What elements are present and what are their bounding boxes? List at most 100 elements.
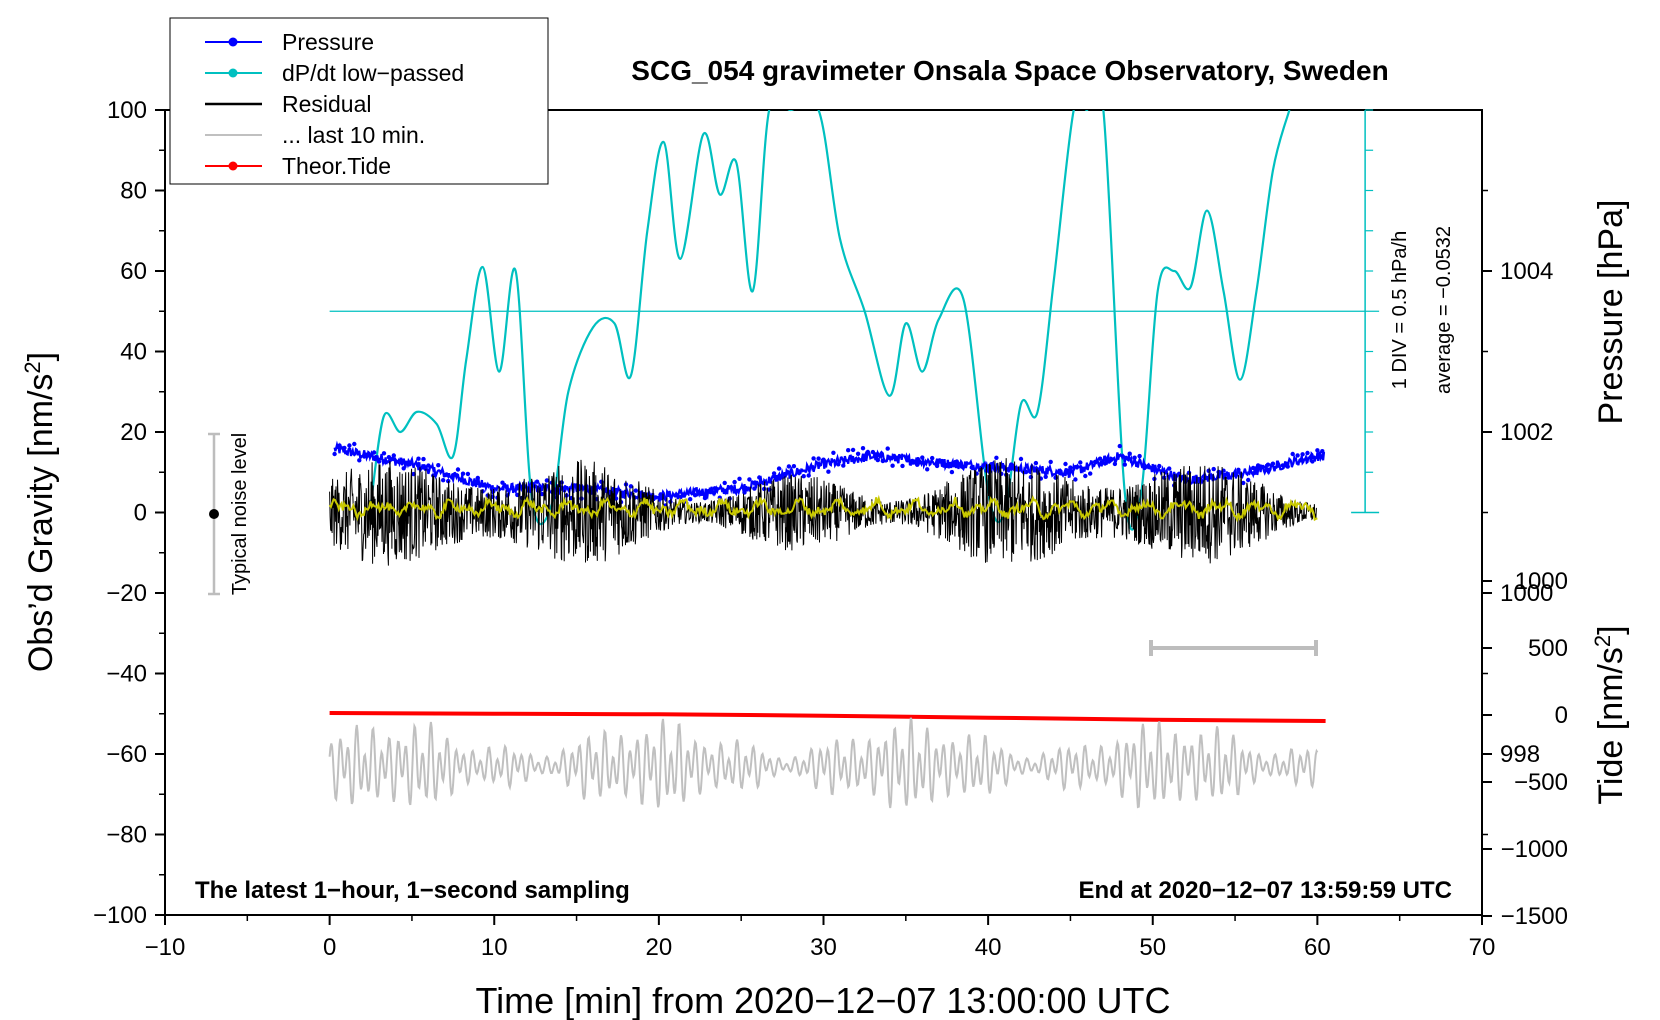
pressure-point <box>1157 463 1162 469</box>
x-tick-label: 20 <box>646 934 673 961</box>
bottom-left-text: The latest 1−hour, 1−second sampling <box>195 877 630 904</box>
pressure-point <box>1117 443 1123 449</box>
y-tick-label: 80 <box>120 178 147 205</box>
bottom-right-text: End at 2020−12−07 13:59:59 UTC <box>1078 877 1452 904</box>
pressure-point <box>905 458 910 463</box>
x-tick-label: 60 <box>1304 934 1331 961</box>
pressure-point <box>1078 460 1083 465</box>
pressure-point <box>1053 475 1058 480</box>
pressure-point <box>959 464 964 469</box>
pressure-point <box>1063 461 1068 467</box>
pressure-point <box>1142 465 1147 471</box>
pressure-point <box>1043 474 1048 479</box>
pressure-point <box>925 467 930 472</box>
x-tick-label: 10 <box>481 934 508 961</box>
pressure-point <box>1280 463 1286 468</box>
tide-tick-label: −500 <box>1514 769 1568 796</box>
pressure-point <box>944 462 950 468</box>
pressure-point <box>702 495 708 501</box>
pressure-point <box>460 471 466 476</box>
pressure-point <box>1147 465 1152 470</box>
x-tick-label: 40 <box>975 934 1002 961</box>
dpdt-scale-axis <box>329 109 1380 514</box>
legend-label: Theor.Tide <box>282 153 391 179</box>
pressure-point <box>875 457 880 463</box>
pressure-point <box>930 455 935 461</box>
y-tick-label: 100 <box>107 97 147 124</box>
pressure-point <box>500 480 505 485</box>
pressure-point <box>633 488 638 493</box>
x-axis-ticks: −10 0 10 20 30 40 50 60 70 <box>145 915 1495 961</box>
legend-label: ... last 10 min. <box>282 122 425 148</box>
noise-center-dot <box>209 509 219 519</box>
pressure-point <box>949 469 955 475</box>
pressure-point <box>688 497 693 502</box>
pressure-point <box>732 479 737 485</box>
pressure-point <box>806 473 811 478</box>
pressure-tick-label: 998 <box>1500 741 1540 768</box>
legend-swatch-marker <box>228 161 238 171</box>
pressure-point <box>436 463 441 468</box>
pressure-point <box>786 464 792 469</box>
noise-level-indicator: Typical noise level <box>208 432 251 596</box>
dpdt-average-label: average = −0.0532 <box>1433 226 1455 394</box>
x-tick-label: 0 <box>323 934 336 961</box>
pressure-point <box>544 478 550 483</box>
pressure-point <box>1122 462 1128 467</box>
y-axis-label-pressure: Pressure [hPa] <box>1592 200 1630 425</box>
residual-smoothed-line <box>328 494 1318 523</box>
pressure-point <box>1018 456 1024 462</box>
pressure-point <box>406 462 411 467</box>
pressure-point <box>994 455 999 460</box>
x-tick-label: −10 <box>145 934 186 961</box>
pressure-point <box>747 477 752 482</box>
x-tick-label: 50 <box>1139 934 1166 961</box>
pressure-point <box>1137 453 1142 459</box>
pressure-point <box>1275 463 1281 468</box>
pressure-point <box>510 485 515 490</box>
pressure-point <box>332 451 337 457</box>
pressure-point <box>939 458 945 464</box>
pressure-point <box>1251 465 1256 471</box>
pressure-point <box>1295 453 1300 458</box>
y-tick-label: −80 <box>106 822 147 849</box>
pressure-point <box>441 478 446 483</box>
pressure-point <box>391 453 396 458</box>
pressure-point <box>865 449 871 455</box>
pressure-point <box>697 490 703 495</box>
pressure-point <box>366 453 372 458</box>
pressure-point <box>376 459 382 464</box>
last10-range-bar <box>1149 640 1318 656</box>
y-axis-label-main: Obs’d Gravity [nm/s2] <box>20 352 60 672</box>
pressure-point <box>752 486 757 491</box>
pressure-point <box>692 493 698 498</box>
pressure-point <box>1241 480 1246 486</box>
pressure-point <box>1300 452 1305 457</box>
y-axis-label-main-sup: 2 <box>20 361 45 373</box>
pressure-point <box>841 463 846 468</box>
pressure-point <box>1315 448 1320 453</box>
y-axis-label-main-end: ] <box>22 352 60 361</box>
legend-label: dP/dt low−passed <box>282 60 464 86</box>
pressure-point <box>362 454 367 459</box>
pressure-point <box>658 492 663 497</box>
tide-tick-label: −1000 <box>1501 836 1568 863</box>
pressure-point <box>900 463 905 469</box>
pressure-point <box>534 479 540 484</box>
pressure-point <box>539 491 545 497</box>
pressure-point <box>880 458 885 464</box>
pressure-point <box>712 486 717 491</box>
pressure-point <box>1112 461 1118 467</box>
pressure-axis-ticks: 998 1000 1002 1004 <box>1482 189 1553 836</box>
residual-line <box>329 458 1317 566</box>
pressure-point <box>910 458 915 464</box>
pressure-point <box>1310 459 1315 464</box>
pressure-point <box>826 469 831 474</box>
pressure-point <box>1265 462 1271 467</box>
pressure-point <box>1260 464 1266 470</box>
pressure-point <box>426 463 431 468</box>
pressure-point <box>347 443 352 448</box>
legend: Pressure dP/dt low−passed Residual ... last… <box>169 17 549 185</box>
pressure-point <box>1191 479 1197 484</box>
